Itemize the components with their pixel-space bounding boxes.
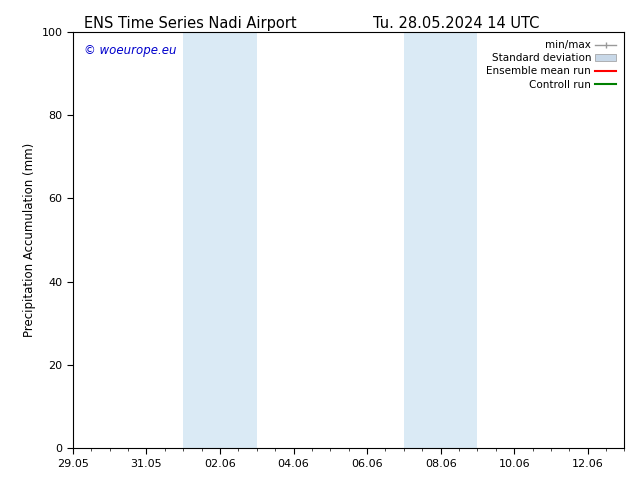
Text: Tu. 28.05.2024 14 UTC: Tu. 28.05.2024 14 UTC [373, 16, 540, 31]
Text: ENS Time Series Nadi Airport: ENS Time Series Nadi Airport [84, 16, 297, 31]
Bar [404, 32, 477, 448]
Y-axis label: Precipitation Accumulation (mm): Precipitation Accumulation (mm) [23, 143, 36, 337]
Text: © woeurope.eu: © woeurope.eu [84, 44, 176, 57]
Legend: min/max, Standard deviation, Ensemble mean run, Controll run: min/max, Standard deviation, Ensemble me… [483, 37, 619, 93]
Bar [183, 32, 257, 448]
